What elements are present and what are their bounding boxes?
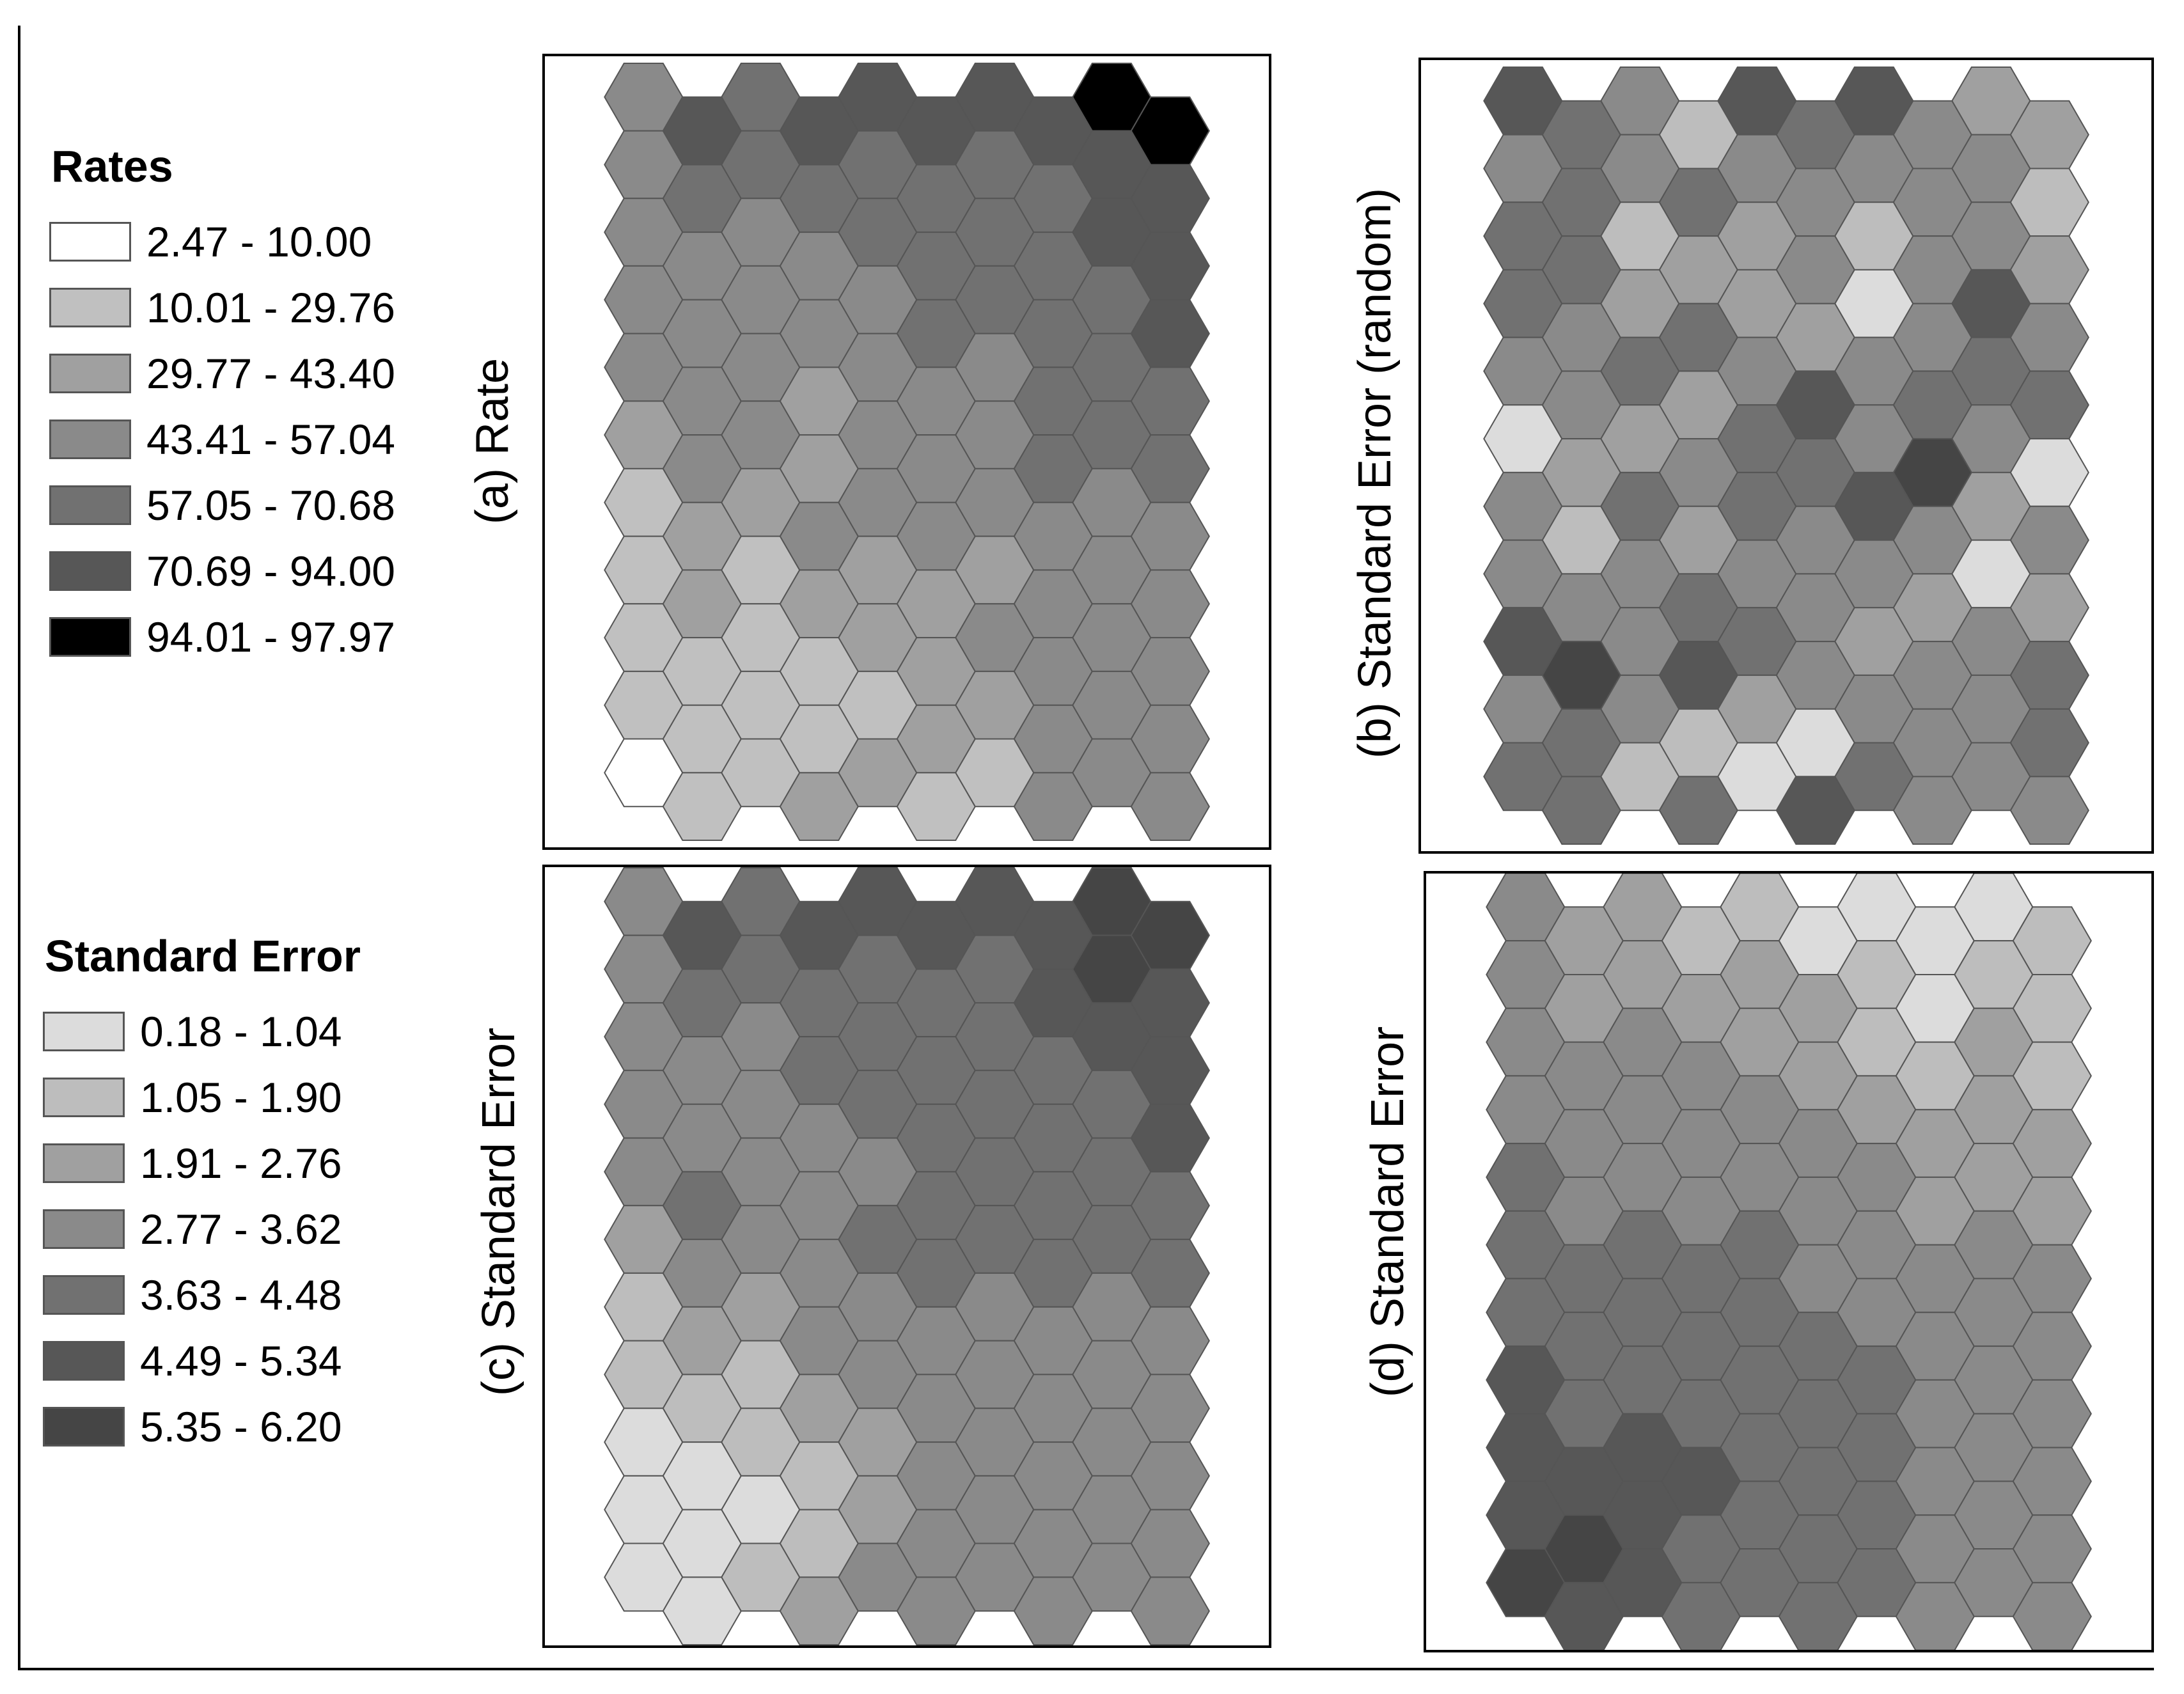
panel-b-title: (b) Standard Error (random) [1349,187,1401,759]
legend-rates-label: 10.01 - 29.76 [146,284,395,331]
legend-rates-item: 29.77 - 43.40 [49,349,395,398]
legend-standard-error-item: 1.05 - 1.90 [43,1073,342,1122]
panel-a-title: (a) Rate [467,357,518,525]
bottom-frame-line [18,1668,2154,1670]
legend-standard-error-swatch [43,1078,125,1117]
legend-rates-item: 2.47 - 10.00 [49,217,372,266]
legend-standard-error-label: 5.35 - 6.20 [140,1403,342,1450]
hex-map [1486,874,2092,1650]
legend-standard-error-label: 4.49 - 5.34 [140,1337,342,1384]
legend-standard-error-swatch [43,1209,125,1249]
legend-rates-swatch [49,420,131,459]
legend-standard-error-swatch [43,1407,125,1447]
legend-rates-label: 2.47 - 10.00 [146,218,372,265]
legend-rates-title: Rates [51,141,173,191]
panel-d-title: (d) Standard Error [1362,1026,1413,1398]
panel-d-standard-error [1424,871,2154,1652]
legend-rates-swatch [49,551,131,591]
left-frame-line [18,26,20,1669]
legend-standard-error-item: 1.91 - 2.76 [43,1139,342,1188]
legend-standard-error-item: 0.18 - 1.04 [43,1007,342,1056]
legend-standard-error-item: 4.49 - 5.34 [43,1337,342,1385]
legend-rates-swatch [49,485,131,525]
hex-map [1483,67,2089,845]
legend-rates-label: 94.01 - 97.97 [146,613,395,661]
legend-standard-error-swatch [43,1275,125,1315]
panel-a-rate [542,54,1271,850]
legend-rates-item: 57.05 - 70.68 [49,481,395,529]
panel-c-standard-error [542,865,1271,1648]
legend-rates-swatch [49,617,131,657]
legend-rates-label: 43.41 - 57.04 [146,416,395,463]
legend-rates-swatch [49,354,131,393]
legend-standard-error-swatch [43,1341,125,1381]
hex-map [604,63,1210,841]
hex-map [604,867,1210,1645]
legend-rates-label: 70.69 - 94.00 [146,547,395,595]
legend-rates-item: 10.01 - 29.76 [49,283,395,332]
hex-cell [1130,1576,1210,1645]
panel-b-standard-error-random [1418,58,2154,854]
hex-cell [2009,776,2089,845]
legend-standard-error-label: 0.18 - 1.04 [140,1008,342,1055]
legend-rates-swatch [49,222,131,262]
hex-cell [1130,772,1210,841]
panel-c-title: (c) Standard Error [473,1027,524,1397]
legend-rates-item: 43.41 - 57.04 [49,415,395,464]
legend-rates-item: 94.01 - 97.97 [49,613,395,661]
legend-standard-error-item: 5.35 - 6.20 [43,1402,342,1451]
legend-standard-error-label: 3.63 - 4.48 [140,1271,342,1319]
legend-rates-label: 29.77 - 43.40 [146,350,395,397]
legend-standard-error-swatch [43,1012,125,1051]
legend-rates-swatch [49,288,131,327]
hex-cell [2012,1581,2092,1650]
legend-standard-error-item: 3.63 - 4.48 [43,1271,342,1319]
legend-standard-error-label: 2.77 - 3.62 [140,1205,342,1253]
legend-standard-error-swatch [43,1143,125,1183]
legend-standard-error-title: Standard Error [45,931,361,981]
legend-rates-label: 57.05 - 70.68 [146,482,395,529]
legend-standard-error-item: 2.77 - 3.62 [43,1205,342,1253]
legend-standard-error-label: 1.05 - 1.90 [140,1074,342,1121]
legend-rates-item: 70.69 - 94.00 [49,547,395,595]
legend-standard-error-label: 1.91 - 2.76 [140,1140,342,1187]
